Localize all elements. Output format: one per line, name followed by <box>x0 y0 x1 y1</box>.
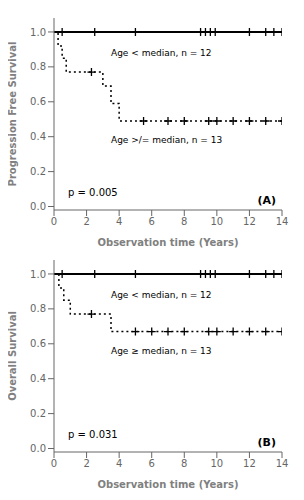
svg-text:Observation time (Years): Observation time (Years) <box>97 237 238 248</box>
svg-text:12: 12 <box>243 216 256 227</box>
svg-text:Age ≥ median, n = 13: Age ≥ median, n = 13 <box>111 346 212 356</box>
svg-text:6: 6 <box>149 458 155 469</box>
svg-text:0.8: 0.8 <box>30 61 46 72</box>
svg-text:(B): (B) <box>258 436 276 449</box>
svg-text:Observation time (Years): Observation time (Years) <box>97 479 238 490</box>
svg-text:1.0: 1.0 <box>30 27 46 38</box>
svg-text:8: 8 <box>181 458 187 469</box>
svg-text:0.6: 0.6 <box>30 96 46 107</box>
svg-text:12: 12 <box>243 458 256 469</box>
svg-text:0.8: 0.8 <box>30 303 46 314</box>
svg-text:10: 10 <box>210 458 223 469</box>
svg-text:0.2: 0.2 <box>30 408 46 419</box>
svg-text:6: 6 <box>149 216 155 227</box>
svg-text:2: 2 <box>83 458 89 469</box>
svg-text:0.4: 0.4 <box>30 131 46 142</box>
svg-text:Age >/= median, n = 13: Age >/= median, n = 13 <box>111 135 222 145</box>
svg-text:Age < median, n = 12: Age < median, n = 12 <box>111 290 212 300</box>
svg-text:p = 0.031: p = 0.031 <box>68 429 118 440</box>
svg-text:(A): (A) <box>257 194 276 207</box>
svg-text:0: 0 <box>51 216 57 227</box>
svg-text:0.2: 0.2 <box>30 166 46 177</box>
svg-text:1.0: 1.0 <box>30 269 46 280</box>
svg-text:4: 4 <box>116 458 122 469</box>
svg-text:0: 0 <box>51 458 57 469</box>
svg-text:0.4: 0.4 <box>30 373 46 384</box>
svg-text:0.0: 0.0 <box>30 443 46 454</box>
svg-text:Age < median, n = 12: Age < median, n = 12 <box>111 48 212 58</box>
svg-text:8: 8 <box>181 216 187 227</box>
svg-text:Progression Free Survival: Progression Free Survival <box>8 42 18 187</box>
svg-text:p = 0.005: p = 0.005 <box>68 187 118 198</box>
svg-text:0.6: 0.6 <box>30 338 46 349</box>
svg-text:0.0: 0.0 <box>30 201 46 212</box>
svg-text:10: 10 <box>210 216 223 227</box>
svg-text:2: 2 <box>83 216 89 227</box>
svg-text:14: 14 <box>276 458 289 469</box>
svg-text:14: 14 <box>276 216 289 227</box>
svg-text:4: 4 <box>116 216 122 227</box>
svg-text:Overall Survival: Overall Survival <box>8 311 18 401</box>
